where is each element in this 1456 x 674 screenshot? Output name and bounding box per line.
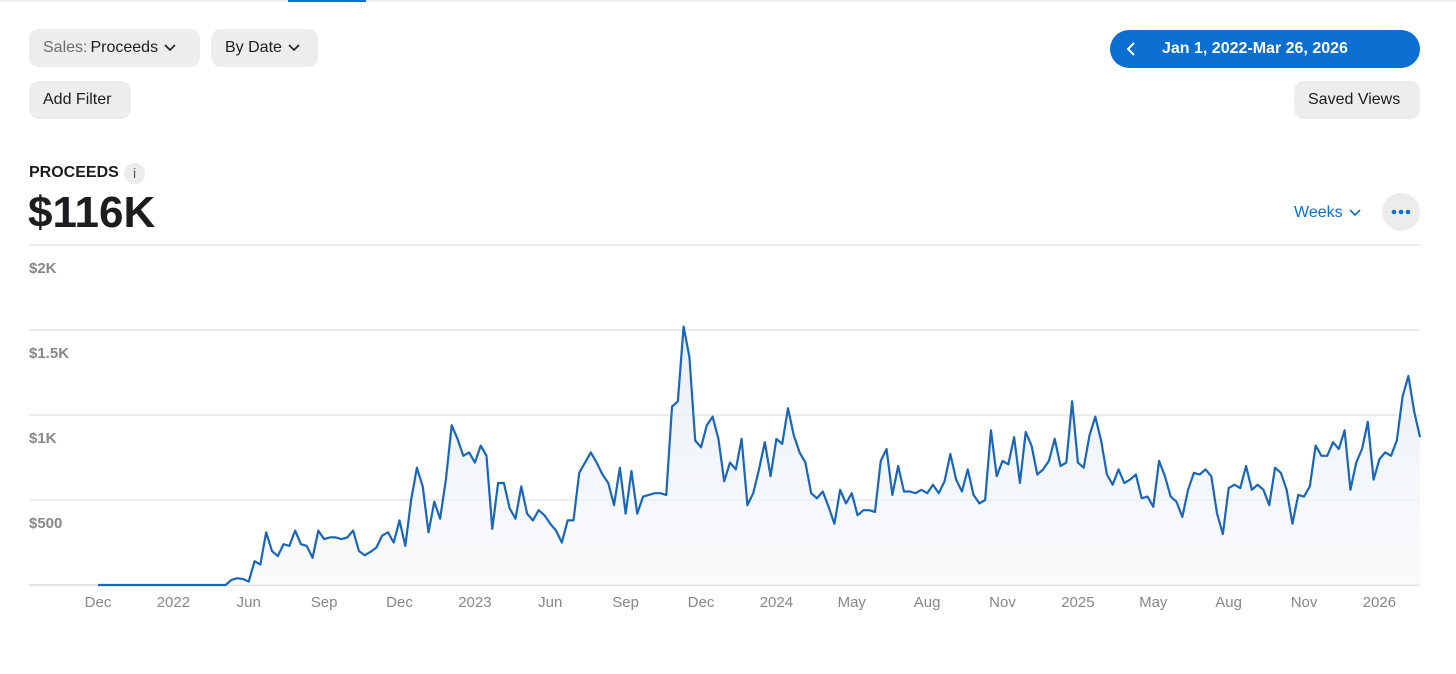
date-range-button[interactable]: Jan 1, 2022-Mar 26, 2026 [1110,30,1420,68]
x-tick-label: Aug [1215,594,1242,611]
x-tick-label: Jun [538,594,562,611]
saved-views-label: Saved Views [1308,91,1401,108]
x-tick-label: May [1139,594,1168,611]
saved-views-button[interactable]: Saved Views [1294,81,1420,119]
y-tick-label: $1K [29,430,57,447]
x-tick-label: Dec [688,594,715,611]
summary-total: $116K [28,188,156,237]
x-tick-label: May [838,594,867,611]
y-tick-label: $2K [29,260,57,277]
tab-bar [0,0,1456,2]
info-icon[interactable]: i [124,163,145,184]
summary-label: PROCEEDS [29,164,119,181]
x-tick-label: 2023 [458,594,491,611]
chevron-down [288,44,300,52]
area-fill [98,326,1420,585]
metric-value: Proceeds [90,39,159,56]
add-filter-label: Add Filter [43,91,112,108]
proceeds-chart: $500 $1K $1.5K $2K Dec 2022 Jun Sep Dec 2023 Jun Se… [29,244,1422,611]
date-range-label: Jan 1, 2022-Mar 26, 2026 [1162,40,1348,57]
y-tick-label: $500 [29,515,62,532]
grouping-dropdown[interactable]: By Date [211,29,318,67]
x-tick-label: Dec [386,594,413,611]
x-tick-label: Nov [1291,594,1318,611]
chevron-down [1349,209,1361,217]
x-tick-label: Sep [612,594,639,611]
x-tick-label: 2025 [1061,594,1094,611]
metric-prefix: Sales: [43,39,88,56]
chevron-left[interactable] [1110,41,1162,57]
x-tick-label: Jun [237,594,261,611]
chevron-down [164,44,176,52]
active-tab-indicator [288,0,366,2]
x-tick-label: 2022 [157,594,190,611]
grouping-label: By Date [225,39,282,56]
x-tick-label: Aug [914,594,941,611]
period-dropdown[interactable]: Weeks [1294,204,1361,222]
x-tick-label: Dec [85,594,112,611]
add-filter-button[interactable]: Add Filter [29,81,131,119]
y-tick-label: $1.5K [29,345,69,362]
x-tick-label: Sep [311,594,338,611]
x-tick-label: Nov [989,594,1016,611]
x-tick-label: 2026 [1363,594,1396,611]
proceeds-line [98,325,1422,587]
metric-dropdown[interactable]: Sales: Proceeds [29,29,200,67]
more-button[interactable] [1382,193,1420,231]
period-label: Weeks [1294,204,1343,221]
x-tick-label: 2024 [760,594,793,611]
